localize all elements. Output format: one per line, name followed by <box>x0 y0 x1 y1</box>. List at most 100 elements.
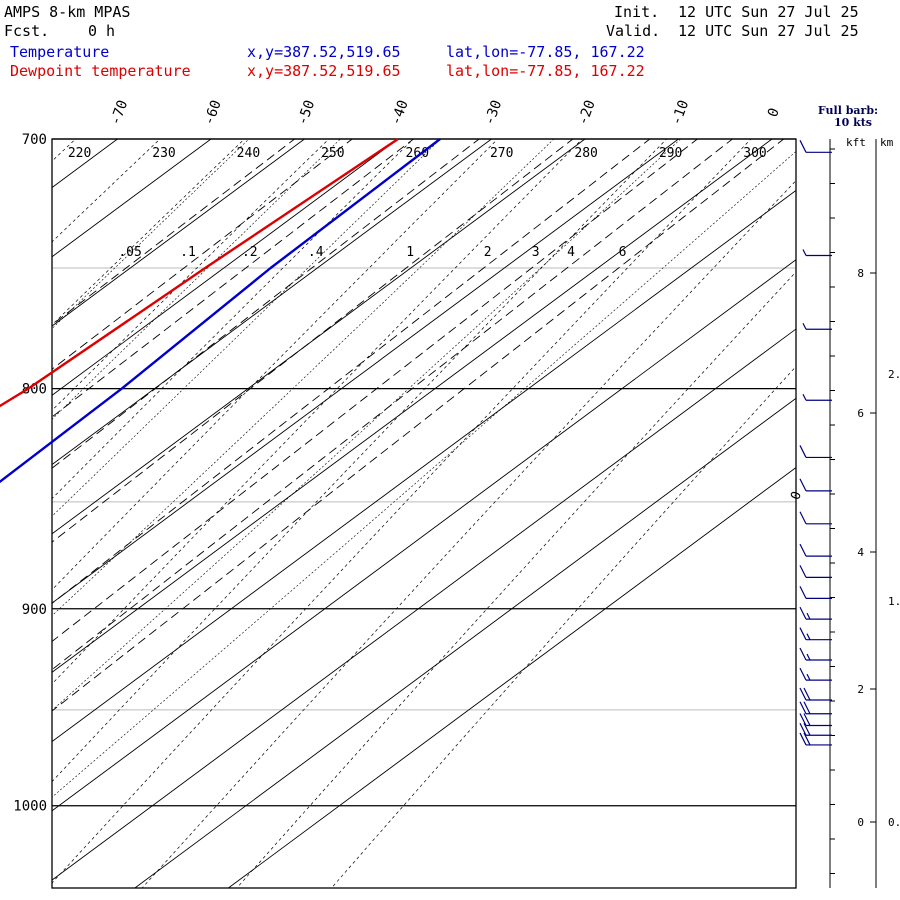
isotherm <box>52 328 796 881</box>
plot-area <box>0 112 796 897</box>
init-label: Init. <box>614 3 660 21</box>
wind-barb <box>799 687 832 701</box>
mixing-ratio-line <box>52 139 480 469</box>
theta-label-230: 230 <box>152 146 175 161</box>
dewpoint-legend-latlon: lat,lon=-77.85, 167.22 <box>446 62 645 80</box>
mixing-ratio-line <box>52 139 785 712</box>
wind-barb <box>799 565 832 578</box>
temp-tick-label--40: -40 <box>388 98 412 127</box>
kft-label-0: 0 <box>857 816 864 829</box>
mixing-ratio-line <box>52 139 734 671</box>
kft-label-6: 6 <box>857 407 864 420</box>
mixing-ratio-line <box>52 139 415 418</box>
mixing-ratio-label: .1 <box>180 245 196 260</box>
isotherm <box>227 466 796 888</box>
wind-barb <box>799 478 832 492</box>
kft-label-8: 8 <box>857 267 864 280</box>
pressure-label-900: 900 <box>22 602 47 618</box>
temp-tick-label--60: -60 <box>201 98 225 127</box>
km-label-1: 1. <box>888 595 900 608</box>
mixing-ratio-line <box>52 139 296 326</box>
wind-barb <box>802 249 832 257</box>
mixing-ratio-line <box>52 139 574 543</box>
temp-tick-label--10: -10 <box>669 98 693 127</box>
temperature-legend-xy: x,y=387.52,519.65 <box>247 43 401 61</box>
isotherm <box>52 139 586 535</box>
temperature-profile-line <box>0 138 441 484</box>
mixing-ratio-label: 6 <box>619 245 627 260</box>
mixing-ratio-label: 1 <box>406 245 414 260</box>
pressure-label-800: 800 <box>22 382 47 398</box>
dry-adiabat <box>331 365 796 888</box>
moist-adiabat <box>52 139 441 517</box>
dry-adiabat <box>0 112 20 897</box>
isotherm <box>52 139 680 604</box>
wind-barb <box>799 627 832 641</box>
wind-barb <box>799 647 832 661</box>
isotherm <box>52 189 796 743</box>
dry-adiabat <box>52 139 245 326</box>
wind-barb <box>802 322 832 330</box>
mixing-ratio-line <box>52 139 353 370</box>
mixing-ratio-label: .05 <box>118 245 141 260</box>
theta-label-270: 270 <box>490 146 513 161</box>
kft-label-4: 4 <box>857 546 864 559</box>
wind-barb <box>799 140 832 153</box>
dewpoint-legend-xy: x,y=387.52,519.65 <box>247 62 401 80</box>
wind-barb <box>799 586 832 599</box>
wind-barb <box>802 393 832 401</box>
mixing-ratio-label: 3 <box>532 245 540 260</box>
dry-adiabat <box>52 139 583 685</box>
theta-label-290: 290 <box>659 146 682 161</box>
wind-key-line2: 10 kts <box>834 116 872 129</box>
isotherm <box>52 139 306 327</box>
plot-frame <box>51 138 797 889</box>
dry-adiabat <box>52 139 330 411</box>
moist-adiabat <box>52 139 682 711</box>
wind-barb <box>799 606 832 620</box>
isotherm <box>52 139 773 673</box>
theta-label-260: 260 <box>406 146 429 161</box>
zero-isotherm-label: 0 <box>788 490 805 502</box>
kft-unit-label: kft <box>846 136 866 149</box>
wind-barb <box>799 722 832 736</box>
mixing-ratio-line <box>52 139 699 643</box>
km-unit-label: km <box>880 136 894 149</box>
dry-adiabat <box>236 271 796 888</box>
init-value: 12 UTC Sun 27 Jul 25 <box>678 3 859 21</box>
valid-value: 12 UTC Sun 27 Jul 25 <box>678 22 859 40</box>
mixing-ratio-label: .4 <box>308 245 324 260</box>
isotherm <box>52 139 399 396</box>
dewpoint-profile-line <box>0 138 399 408</box>
isotherm <box>52 139 119 189</box>
theta-label-300: 300 <box>743 146 766 161</box>
isotherm <box>0 112 60 897</box>
isotherm <box>52 139 212 258</box>
wind-barb <box>799 667 832 681</box>
temp-tick-label--70: -70 <box>108 98 132 127</box>
fcst-value: 0 h <box>88 22 116 40</box>
moist-adiabat <box>52 139 555 617</box>
dewpoint-legend-name: Dewpoint temperature <box>10 62 191 80</box>
moist-adiabat <box>52 139 250 330</box>
temp-tick-label--30: -30 <box>482 98 506 127</box>
fcst-label: Fcst. <box>4 22 50 40</box>
wind-barb <box>799 732 832 746</box>
mixing-ratio-label: .2 <box>242 245 258 260</box>
kft-label-2: 2 <box>857 683 864 696</box>
wind-barb <box>799 713 832 727</box>
pressure-label-1000: 1000 <box>13 799 47 815</box>
temperature-legend-latlon: lat,lon=-77.85, 167.22 <box>446 43 645 61</box>
valid-label: Valid. <box>606 22 661 40</box>
isotherm <box>134 397 796 888</box>
temp-tick-label--50: -50 <box>295 98 319 127</box>
pressure-label-700: 700 <box>22 132 47 148</box>
isotherm <box>52 139 493 466</box>
theta-label-250: 250 <box>321 146 344 161</box>
moist-adiabat <box>52 151 796 798</box>
model-title: AMPS 8-km MPAS <box>4 3 131 21</box>
wind-key-line1: Full barb: <box>818 104 878 117</box>
mixing-ratio-line <box>52 139 651 604</box>
km-label-0: 0. <box>888 816 900 829</box>
